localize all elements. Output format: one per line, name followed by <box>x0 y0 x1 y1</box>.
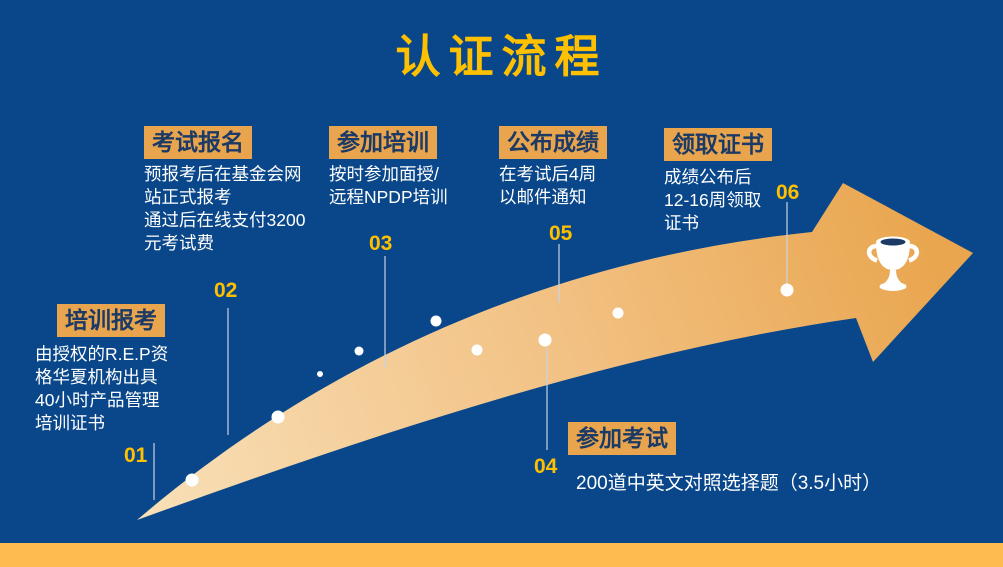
step-6-number: 06 <box>776 181 800 204</box>
milestone-dot <box>185 473 199 487</box>
bottom-accent-bar <box>0 543 1003 567</box>
step-2-header: 考试报名 <box>144 126 252 159</box>
step-4-number: 04 <box>534 455 558 478</box>
step-2-description: 预报考后在基金会网 站正式报考 通过后在线支付3200 元考试费 <box>144 164 306 253</box>
milestone-dot <box>471 344 483 356</box>
trophy-icon <box>866 236 920 291</box>
step-1-description: 由授权的R.E.P资 格华夏机构出具 40小时产品管理 培训证书 <box>35 344 169 433</box>
milestone-dot <box>317 371 323 377</box>
step-1-header: 培训报考 <box>57 304 165 337</box>
connector-lines <box>153 202 788 500</box>
milestone-dot <box>271 410 285 424</box>
step-3-number: 03 <box>369 232 393 255</box>
milestone-dot <box>612 307 624 319</box>
step-3-description: 按时参加面授/ 远程NPDP培训 <box>329 164 448 207</box>
step-1-number: 01 <box>124 444 148 467</box>
milestone-dot <box>780 283 794 297</box>
milestone-dot <box>430 315 442 327</box>
page-title: 认证流程 <box>395 31 608 82</box>
milestone-dot <box>538 333 552 347</box>
step-5-description: 在考试后4周 以邮件通知 <box>499 164 597 207</box>
step-6-header: 领取证书 <box>664 128 772 161</box>
step-4-header: 参加考试 <box>568 422 676 455</box>
process-arrow <box>137 183 973 520</box>
step-4-description: 200道中英文对照选择题（3.5小时） <box>576 473 882 494</box>
step-5-number: 05 <box>549 222 573 245</box>
step-2-number: 02 <box>214 279 238 302</box>
step-3-header: 参加培训 <box>329 126 437 159</box>
milestone-dots <box>185 283 794 487</box>
step-5-header: 公布成绩 <box>499 126 607 159</box>
step-6-description: 成绩公布后 12-16周领取 证书 <box>664 167 762 233</box>
milestone-dot <box>354 346 364 356</box>
